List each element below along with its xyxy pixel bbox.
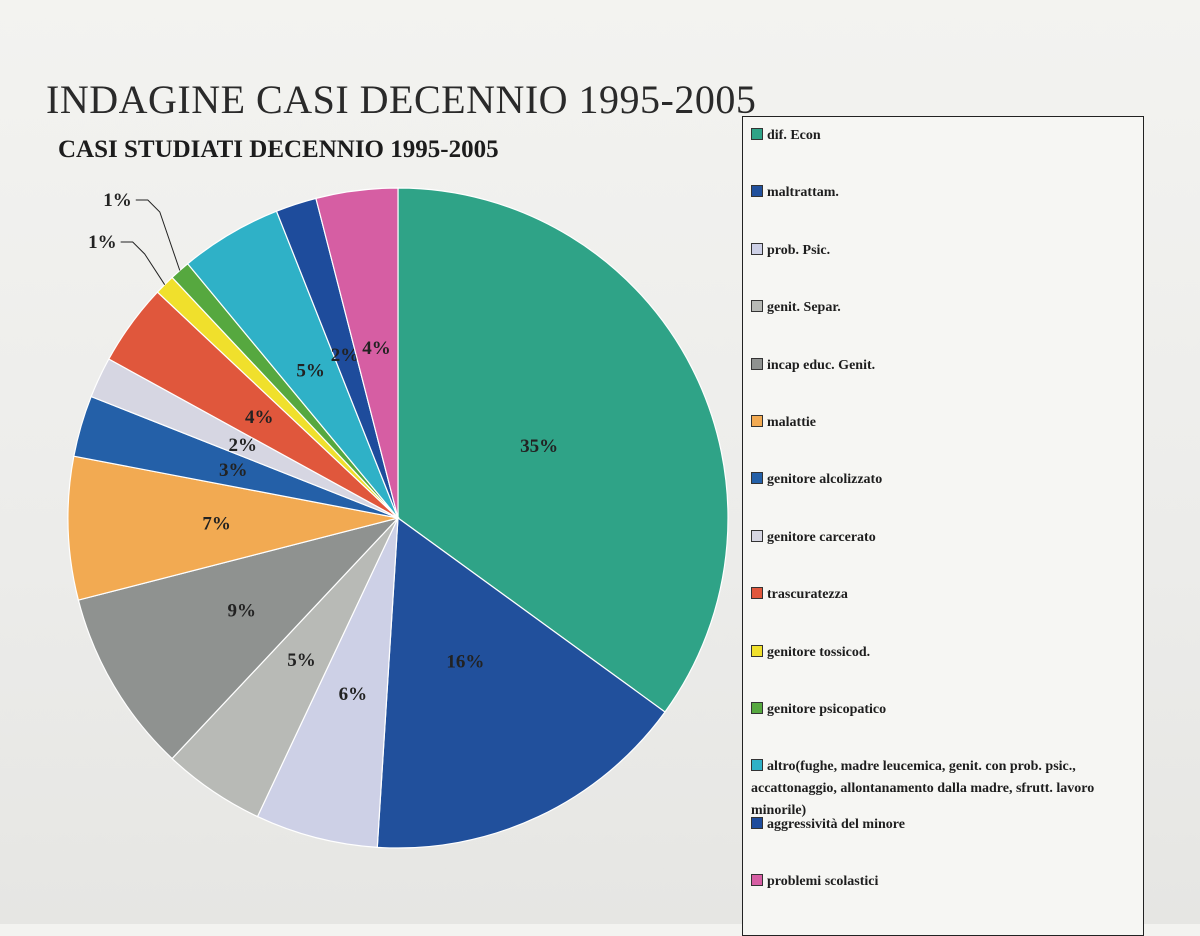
legend-swatch: [751, 702, 763, 714]
legend-item: genitore tossicod.: [751, 642, 1133, 664]
legend-label: genitore carcerato: [767, 529, 876, 545]
page-title: INDAGINE CASI DECENNIO 1995-2005: [46, 77, 757, 122]
slice-value-label: 4%: [362, 338, 391, 359]
legend: dif. Econ maltrattam. prob. Psic. genit. Se…: [742, 116, 1144, 936]
legend-item: aggressività del minore: [751, 814, 1133, 836]
slice-value-label: 16%: [446, 651, 484, 672]
legend-swatch: [751, 128, 763, 140]
pie-slice: [397, 187, 729, 713]
pie-slice: [376, 516, 666, 849]
slice-value-label: 9%: [228, 600, 257, 621]
legend-swatch: [751, 300, 763, 313]
legend-item: genitore alcolizzato: [751, 469, 1133, 491]
pie-slice: [315, 187, 399, 519]
slice-value-label: 5%: [287, 650, 316, 671]
slice-value-label: 7%: [202, 514, 231, 535]
legend-swatch: [751, 644, 763, 657]
legend-swatch: [751, 587, 763, 600]
legend-label: trascuratezza: [767, 587, 848, 603]
legend-label: prob. Psic.: [767, 242, 831, 258]
legend-label: malattie: [767, 415, 816, 430]
legend-item: maltrattam.: [751, 182, 1133, 204]
legend-swatch: [751, 415, 763, 427]
legend-label: genitore tossicod.: [767, 644, 871, 660]
legend-swatch: [751, 357, 763, 370]
legend-swatch: [751, 874, 763, 887]
legend-label: genitore alcolizzato: [767, 472, 883, 488]
legend-label: genitore psicopatico: [767, 702, 887, 717]
legend-label: incap educ. Genit.: [767, 357, 876, 373]
legend-item: genit. Separ.: [751, 297, 1133, 319]
legend-item: problemi scolastici: [751, 871, 1133, 893]
legend-item: trascuratezza: [751, 584, 1133, 606]
legend-label: dif. Econ: [767, 128, 821, 143]
legend-item: prob. Psic.: [751, 240, 1133, 262]
slice-value-label: 1%: [103, 190, 132, 211]
slice-value-label: 3%: [219, 460, 248, 481]
slice-value-label: 5%: [296, 360, 325, 381]
chart-title: CASI STUDIATI DECENNIO 1995-2005: [58, 136, 499, 163]
pie-slice: [67, 455, 399, 601]
slice-value-label: 1%: [88, 232, 117, 253]
legend-item: incap educ. Genit.: [751, 355, 1133, 377]
legend-label: aggressività del minore: [767, 816, 905, 832]
slice-value-label: 4%: [245, 407, 274, 428]
legend-item: genitore carcerato: [751, 527, 1133, 549]
legend-item: malattie: [751, 412, 1133, 434]
slice-value-label: 35%: [520, 436, 558, 457]
pie-slice: [77, 516, 400, 760]
pie-chart: 35%16%6%5%9%7%3%2%4%1%1%5%2% 4%: [67, 187, 729, 849]
legend-label: maltrattam.: [767, 185, 839, 201]
pie-slice: [256, 517, 399, 848]
leader-line: [120, 241, 166, 285]
slice-value-label: 2%: [228, 435, 257, 456]
legend-swatch: [751, 472, 763, 485]
legend-swatch: [751, 242, 763, 255]
legend-item: altro(fughe, madre leucemica, genit. con…: [751, 756, 1133, 822]
slice-value-label: 6%: [339, 684, 368, 705]
legend-label: problemi scolastici: [767, 874, 879, 890]
legend-item: genitore psicopatico: [751, 699, 1133, 721]
legend-label: altro(fughe, madre leucemica, genit. con…: [751, 759, 1095, 819]
legend-swatch: [751, 529, 763, 542]
legend-swatch: [751, 816, 763, 829]
legend-swatch: [751, 185, 763, 198]
legend-item: dif. Econ: [751, 125, 1133, 147]
legend-swatch: [751, 759, 763, 772]
slice-value-label: 2%: [331, 345, 360, 366]
leader-line: [135, 199, 181, 271]
legend-label: genit. Separ.: [767, 300, 841, 316]
